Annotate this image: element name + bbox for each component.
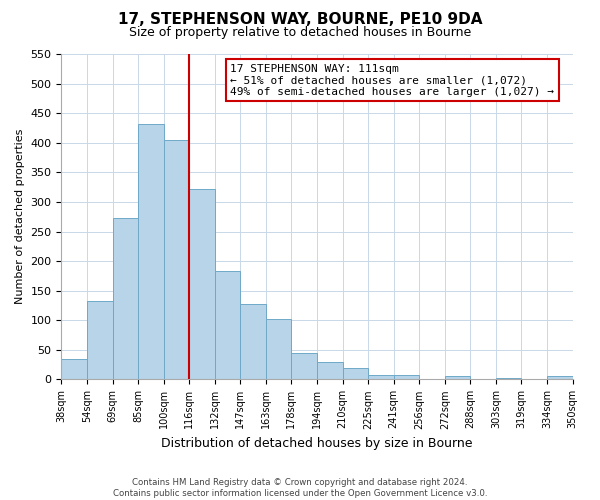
Text: Contains HM Land Registry data © Crown copyright and database right 2024.
Contai: Contains HM Land Registry data © Crown c…	[113, 478, 487, 498]
Bar	[87, 300, 113, 380]
Bar	[343, 368, 368, 380]
Y-axis label: Number of detached properties: Number of detached properties	[15, 129, 25, 304]
Bar	[394, 376, 419, 380]
Bar	[317, 362, 343, 380]
Text: Size of property relative to detached houses in Bourne: Size of property relative to detached ho…	[129, 26, 471, 39]
Bar	[445, 376, 470, 380]
Bar	[547, 376, 572, 380]
Bar	[496, 378, 521, 380]
Bar	[189, 189, 215, 380]
X-axis label: Distribution of detached houses by size in Bourne: Distribution of detached houses by size …	[161, 437, 473, 450]
Bar	[61, 358, 87, 380]
Bar	[113, 218, 138, 380]
Bar	[241, 304, 266, 380]
Bar	[215, 270, 241, 380]
Bar	[266, 319, 292, 380]
Text: 17 STEPHENSON WAY: 111sqm
← 51% of detached houses are smaller (1,072)
49% of se: 17 STEPHENSON WAY: 111sqm ← 51% of detac…	[230, 64, 554, 97]
Bar	[138, 124, 164, 380]
Bar	[292, 353, 317, 380]
Bar	[368, 374, 394, 380]
Text: 17, STEPHENSON WAY, BOURNE, PE10 9DA: 17, STEPHENSON WAY, BOURNE, PE10 9DA	[118, 12, 482, 28]
Bar	[164, 140, 189, 380]
